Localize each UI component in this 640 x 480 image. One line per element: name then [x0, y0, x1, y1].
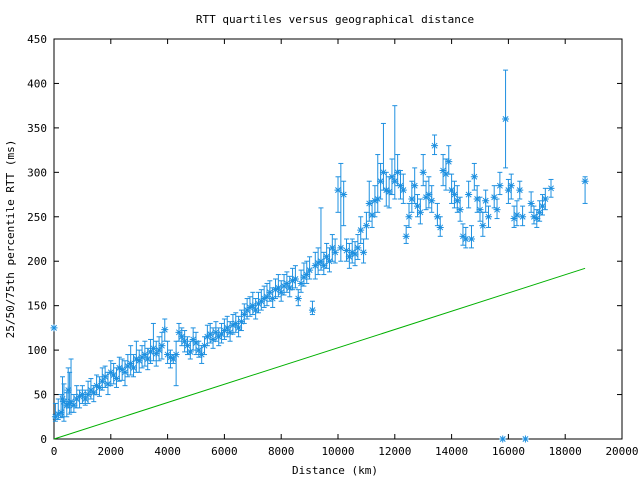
x-tick-label: 8000: [268, 445, 295, 458]
asterisk-marker: [437, 224, 444, 231]
plot-frame: [54, 39, 622, 439]
asterisk-marker: [354, 244, 361, 251]
x-tick-label: 18000: [549, 445, 582, 458]
asterisk-marker: [428, 197, 435, 204]
data-point: [522, 436, 529, 443]
data-point: [496, 172, 503, 194]
asterisk-marker: [340, 191, 347, 198]
asterisk-marker: [306, 267, 313, 274]
data-point: [403, 226, 410, 244]
data-point: [516, 181, 523, 199]
data-point: [465, 181, 472, 208]
y-tick-label: 300: [27, 166, 47, 179]
asterisk-marker: [457, 206, 464, 213]
asterisk-marker: [519, 213, 526, 220]
data-point: [519, 206, 526, 226]
asterisk-marker: [465, 191, 472, 198]
x-tick-label: 2000: [98, 445, 125, 458]
asterisk-marker: [420, 169, 427, 176]
asterisk-marker: [309, 307, 316, 314]
asterisk-marker: [360, 249, 367, 256]
y-tick-label: 350: [27, 122, 47, 135]
y-tick-label: 450: [27, 33, 47, 46]
data-point: [582, 177, 589, 204]
asterisk-marker: [548, 185, 555, 192]
asterisk-marker: [363, 222, 370, 229]
asterisk-marker: [522, 436, 529, 443]
asterisk-marker: [445, 158, 452, 165]
x-tick-label: 16000: [492, 445, 525, 458]
x-tick-label: 10000: [321, 445, 354, 458]
y-tick-label: 50: [34, 389, 47, 402]
data-point: [499, 436, 506, 443]
y-axis-label: 25/50/75th percentile RTT (ms): [4, 140, 17, 339]
data-point: [51, 324, 58, 331]
x-tick-label: 0: [51, 445, 58, 458]
data-point: [548, 179, 555, 197]
x-tick-label: 12000: [378, 445, 411, 458]
y-tick-label: 0: [40, 433, 47, 446]
asterisk-marker: [332, 249, 339, 256]
asterisk-marker: [292, 276, 299, 283]
asterisk-marker: [496, 182, 503, 189]
x-axis-label: Distance (km): [292, 464, 378, 477]
data-point: [468, 226, 475, 248]
asterisk-marker: [482, 197, 489, 204]
asterisk-marker: [513, 212, 520, 219]
asterisk-marker: [479, 222, 486, 229]
y-tick-label: 100: [27, 344, 47, 357]
asterisk-marker: [468, 236, 475, 243]
asterisk-marker: [411, 182, 418, 189]
x-tick-label: 20000: [605, 445, 638, 458]
chart-title: RTT quartiles versus geographical distan…: [196, 13, 474, 26]
data-point: [431, 135, 438, 155]
reference-line: [54, 268, 585, 439]
y-tick-label: 400: [27, 77, 47, 90]
asterisk-marker: [173, 351, 180, 358]
y-tick-label: 150: [27, 300, 47, 313]
asterisk-marker: [485, 213, 492, 220]
asterisk-marker: [471, 173, 478, 180]
x-tick-label: 14000: [435, 445, 468, 458]
data-point: [309, 301, 316, 314]
asterisk-marker: [400, 187, 407, 194]
asterisk-marker: [417, 209, 424, 216]
asterisk-marker: [431, 142, 438, 149]
asterisk-marker: [403, 233, 410, 240]
asterisk-marker: [499, 436, 506, 443]
asterisk-marker: [516, 187, 523, 194]
asterisk-marker: [502, 116, 509, 123]
asterisk-marker: [494, 206, 501, 213]
asterisk-marker: [357, 227, 364, 234]
asterisk-marker: [51, 324, 58, 331]
asterisk-marker: [582, 178, 589, 185]
asterisk-marker: [161, 326, 168, 333]
plot-area: 0 2000 4000 6000 8000 10000 12000 14000 16000 180…: [27, 33, 638, 458]
x-tick-label: 6000: [211, 445, 238, 458]
asterisk-marker: [508, 182, 515, 189]
asterisk-marker: [158, 342, 165, 349]
asterisk-marker: [295, 295, 302, 302]
asterisk-marker: [406, 213, 413, 220]
y-tick-label: 200: [27, 255, 47, 268]
y-tick-label: 250: [27, 211, 47, 224]
asterisk-marker: [542, 196, 549, 203]
data-point: [502, 70, 509, 168]
x-tick-label: 4000: [154, 445, 181, 458]
